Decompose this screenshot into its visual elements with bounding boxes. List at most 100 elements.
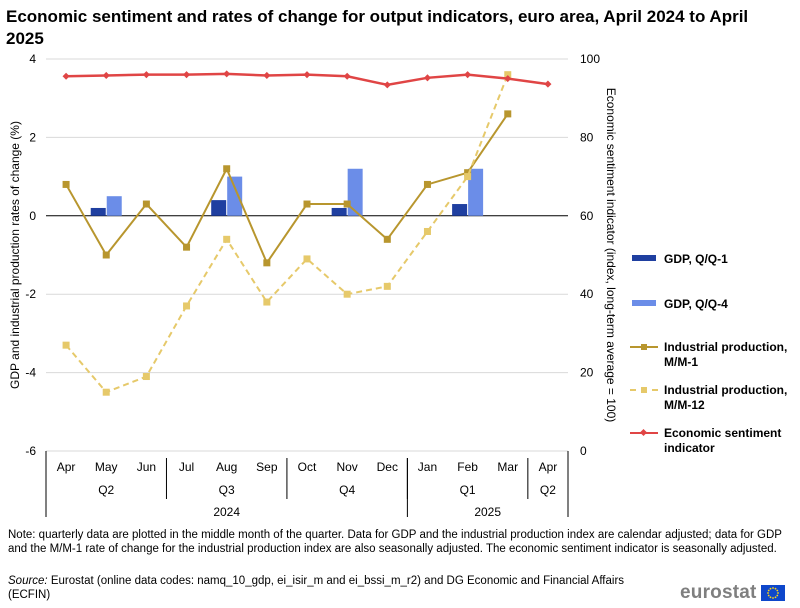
- line-ip-mm1: [65, 113, 509, 265]
- month-label: Dec: [377, 460, 398, 474]
- year-label: 2025: [474, 505, 501, 519]
- point-ip-mm12: [423, 227, 431, 235]
- right-tick-label: 20: [580, 366, 594, 380]
- point-ip-mm12: [183, 302, 191, 310]
- legend-item-ip-mm12: Industrial production, M/M-12: [630, 383, 799, 413]
- right-tick-label: 60: [580, 209, 594, 223]
- point-ip-mm12: [142, 373, 150, 381]
- legend-label-gdp-qq4: GDP, Q/Q-4: [664, 297, 728, 311]
- chart-note: Note: quarterly data are plotted in the …: [8, 529, 782, 555]
- month-label: Jul: [179, 460, 194, 474]
- eu-flag-icon: [760, 585, 785, 601]
- point-esi: [423, 74, 431, 82]
- point-ip-mm12: [263, 298, 271, 306]
- left-tick-label: -2: [25, 287, 36, 301]
- right-tick-label: 40: [580, 287, 594, 301]
- bar-gdp-qq4: [347, 168, 363, 216]
- month-label: Jan: [418, 460, 437, 474]
- point-ip-mm1: [504, 110, 512, 118]
- year-label: 2024: [213, 505, 240, 519]
- point-esi: [504, 75, 512, 83]
- point-ip-mm1: [142, 200, 150, 208]
- quarter-label: Q2: [98, 483, 114, 497]
- point-ip-mm12: [464, 173, 472, 181]
- point-ip-mm1: [263, 259, 271, 267]
- quarter-label: Q4: [339, 483, 355, 497]
- point-ip-mm12: [102, 388, 110, 396]
- point-ip-mm1: [62, 180, 70, 188]
- legend-item-esi: Economic sentiment indicator: [630, 426, 799, 456]
- point-esi: [544, 80, 552, 88]
- left-axis-title: GDP and industrial production rates of c…: [8, 121, 22, 389]
- right-tick-label: 100: [580, 52, 600, 66]
- quarter-label: Q1: [460, 483, 476, 497]
- point-esi: [343, 72, 351, 80]
- quarter-label: Q3: [219, 483, 235, 497]
- point-ip-mm1: [223, 165, 231, 173]
- logo-text: eurostat: [680, 582, 757, 603]
- bar-gdp-qq4: [106, 196, 122, 216]
- legend-label-ip-mm12: Industrial production, M/M-12: [664, 383, 788, 412]
- bar-gdp-qq1: [331, 207, 347, 216]
- month-label: May: [95, 460, 118, 474]
- right-tick-label: 80: [580, 130, 594, 144]
- legend-swatch-gdp-qq1: [632, 255, 656, 261]
- source-text: Eurostat (online data codes: namq_10_gdp…: [8, 575, 625, 601]
- legend-label-ip-mm1: Industrial production, M/M-1: [664, 340, 788, 369]
- point-ip-mm12: [504, 71, 512, 79]
- month-label: Aug: [216, 460, 237, 474]
- bar-gdp-qq4: [468, 168, 484, 216]
- legend-swatch-gdp-qq4: [632, 300, 656, 306]
- point-ip-mm12: [62, 341, 70, 349]
- legend-marker-ip-mm12: [641, 387, 647, 393]
- point-ip-mm1: [423, 180, 431, 188]
- point-ip-mm1: [102, 251, 110, 259]
- point-ip-mm12: [303, 255, 311, 263]
- left-tick-label: 2: [29, 130, 36, 144]
- right-axis-title: Economic sentiment indicator (index, lon…: [604, 88, 618, 423]
- month-label: Sep: [256, 460, 278, 474]
- legend-label-gdp-qq1: GDP, Q/Q-1: [664, 252, 728, 266]
- bar-gdp-qq1: [211, 200, 227, 216]
- bar-gdp-qq1: [90, 207, 106, 216]
- month-label: Oct: [298, 460, 317, 474]
- month-label: Feb: [457, 460, 478, 474]
- point-esi: [183, 71, 191, 79]
- quarter-label: Q2: [540, 483, 556, 497]
- line-ip-mm12: [65, 74, 509, 394]
- month-label: Nov: [336, 460, 357, 474]
- right-tick-label: 0: [580, 444, 587, 458]
- bar-gdp-qq4: [227, 176, 243, 216]
- legend-item-ip-mm1: Industrial production, M/M-1: [630, 340, 799, 370]
- point-esi: [263, 71, 271, 79]
- month-label: Apr: [57, 460, 76, 474]
- point-ip-mm12: [343, 290, 351, 298]
- legend-item-gdp-qq4: GDP, Q/Q-4: [630, 297, 799, 312]
- point-ip-mm1: [303, 200, 311, 208]
- month-label: Mar: [497, 460, 518, 474]
- point-esi: [223, 70, 231, 78]
- chart-source: Source: Eurostat (online data codes: nam…: [8, 574, 668, 602]
- legend-marker-ip-mm1: [641, 344, 647, 350]
- point-ip-mm1: [343, 200, 351, 208]
- point-ip-mm1: [383, 235, 391, 243]
- point-ip-mm12: [383, 282, 391, 290]
- point-ip-mm12: [223, 235, 231, 243]
- eurostat-logo: eurostat: [680, 582, 785, 604]
- point-ip-mm1: [183, 243, 191, 251]
- legend-marker-esi: [639, 428, 648, 437]
- left-tick-label: -6: [25, 444, 36, 458]
- left-tick-label: 4: [29, 52, 36, 66]
- point-esi: [464, 71, 472, 79]
- source-label: Source:: [8, 575, 48, 587]
- point-esi: [303, 71, 311, 79]
- point-esi: [383, 81, 391, 89]
- left-tick-label: -4: [25, 366, 36, 380]
- month-label: Apr: [539, 460, 558, 474]
- bar-gdp-qq1: [452, 204, 468, 216]
- point-esi: [102, 71, 110, 79]
- point-esi: [62, 72, 70, 80]
- chart-title: Economic sentiment and rates of change f…: [6, 7, 749, 48]
- left-tick-label: 0: [29, 209, 36, 223]
